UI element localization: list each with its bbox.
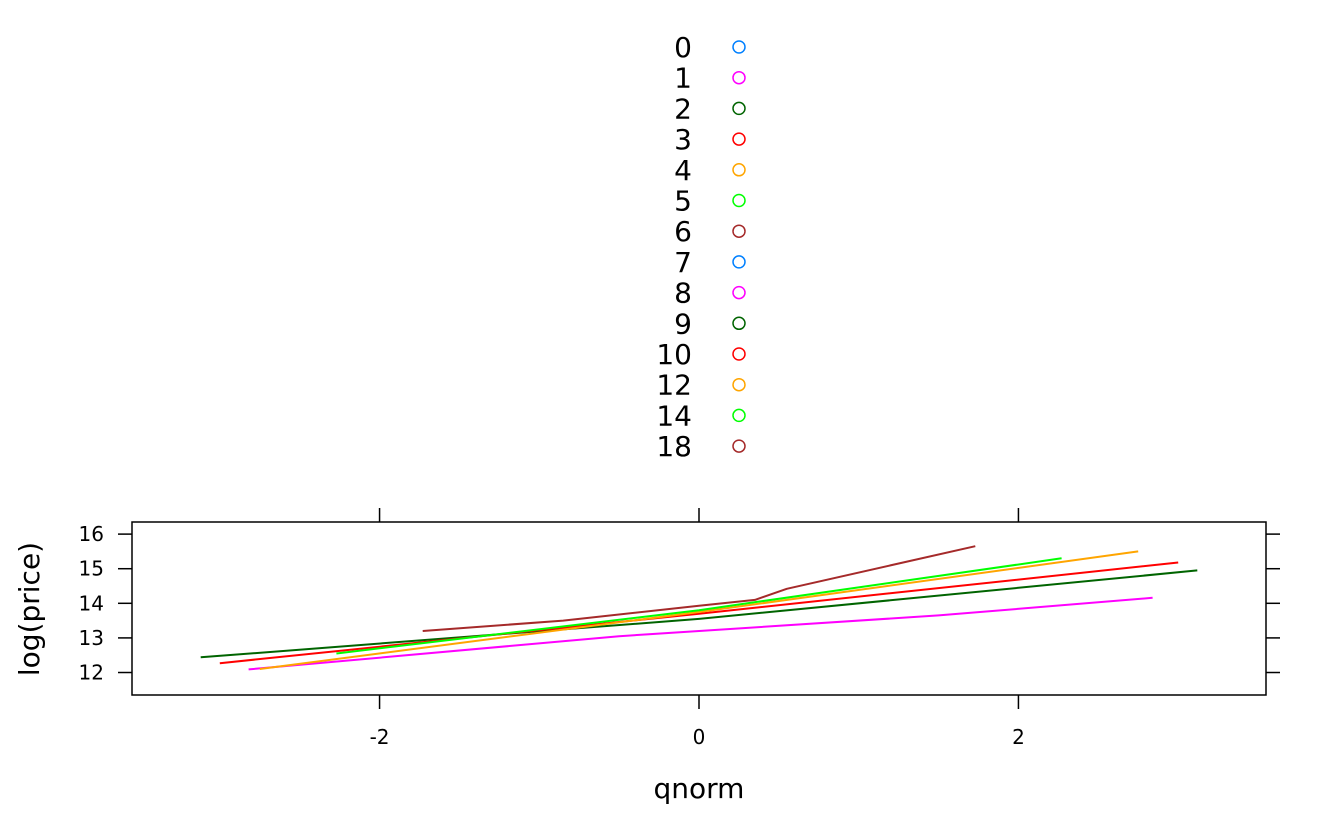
legend-label: 5 (674, 185, 692, 218)
y-tick-label: 13 (79, 626, 104, 650)
axes-layer: -2 0 2 12 13 14 15 16 (79, 508, 1280, 749)
legend-marker (732, 408, 746, 423)
legend-label: 6 (674, 215, 692, 248)
legend-marker (732, 193, 746, 208)
series-line (219, 561, 1179, 665)
legend-label: 0 (674, 31, 692, 64)
legend-label: 2 (674, 92, 692, 125)
y-tick-label: 14 (79, 591, 104, 615)
plot-frame (131, 521, 1267, 696)
legend-marker (732, 439, 746, 453)
legend-marker (732, 101, 746, 116)
legend-label: 4 (674, 154, 692, 187)
legend-marker (732, 316, 746, 331)
legend-marker (732, 132, 746, 146)
series-line (336, 557, 1062, 655)
legend-label: 7 (674, 246, 692, 279)
series-layer (200, 545, 1198, 671)
series-line (200, 569, 1198, 659)
legend-marker (732, 70, 746, 85)
legend-marker (732, 224, 746, 238)
x-axis-title: qnorm (654, 772, 745, 805)
legend-label: 14 (656, 399, 692, 432)
x-tick-label: 0 (693, 725, 706, 749)
legend-label: 18 (656, 430, 692, 463)
y-axis-title: log(price) (13, 542, 46, 676)
legend-label: 8 (674, 277, 692, 310)
legend-label: 1 (674, 62, 692, 95)
legend-label: 9 (674, 307, 692, 340)
legend-marker (732, 40, 746, 54)
legend-marker (732, 163, 746, 177)
series-line (259, 550, 1139, 670)
legend-marker (732, 377, 746, 392)
legend-label: 10 (656, 338, 692, 371)
series-line (422, 545, 976, 632)
x-tick-label: 2 (1012, 725, 1025, 749)
y-tick-label: 16 (79, 522, 104, 546)
legend-marker (732, 347, 746, 361)
plot-area: -2 0 2 12 13 14 15 16 (79, 508, 1280, 749)
series-line (248, 596, 1153, 671)
y-tick-label: 12 (79, 661, 104, 685)
legend-marker (732, 285, 746, 300)
y-tick-label: 15 (79, 557, 104, 581)
legend-label: 12 (656, 369, 692, 402)
legend-label: 3 (674, 123, 692, 156)
legend-marker (732, 255, 746, 269)
x-tick-label: -2 (370, 725, 390, 749)
